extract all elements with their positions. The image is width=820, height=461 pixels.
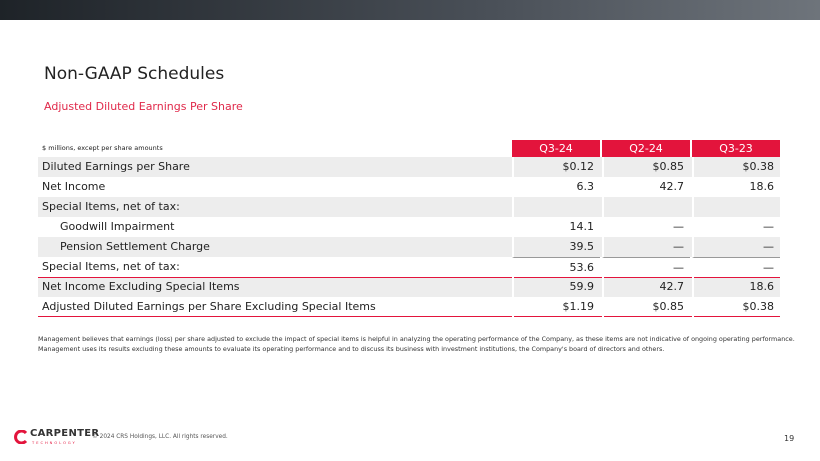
- table-row: [38, 237, 780, 257]
- table-cell: [692, 197, 780, 217]
- table-cell: —: [602, 237, 690, 257]
- row-label: Diluted Earnings per Share: [42, 160, 190, 173]
- table-cell: $0.85: [602, 157, 690, 177]
- table-row: [38, 177, 780, 197]
- table-cell: 59.9: [512, 277, 600, 297]
- table-row: [38, 157, 780, 177]
- copyright: © 2024 CRS Holdings, LLC. All rights res…: [92, 434, 228, 440]
- table-cell: —: [692, 237, 780, 257]
- table-cell: —: [692, 257, 780, 277]
- table-row: [38, 257, 780, 277]
- table-row: [38, 217, 780, 237]
- table-cell: $0.12: [512, 157, 600, 177]
- table-cell: 39.5: [512, 237, 600, 257]
- table-cell: 18.6: [692, 277, 780, 297]
- table-row: [38, 197, 780, 217]
- column-header: Q3-23: [692, 140, 780, 157]
- table-cell: 18.6: [692, 177, 780, 197]
- table-cell: [512, 197, 600, 217]
- column-header: Q3-24: [512, 140, 600, 157]
- footnote-line: Management believes that earnings (loss)…: [38, 335, 795, 343]
- row-label: Goodwill Impairment: [60, 220, 175, 233]
- table-row: [38, 297, 780, 317]
- title: Non-GAAP Schedules: [44, 64, 225, 84]
- table-cell: $0.85: [602, 297, 690, 317]
- table-cell: —: [692, 217, 780, 237]
- logo-icon: [14, 430, 28, 444]
- row-label: Special Items, net of tax:: [42, 200, 180, 213]
- table-cell: 6.3: [512, 177, 600, 197]
- logo: CARPENTER: [30, 428, 100, 439]
- table-cell: $1.19: [512, 297, 600, 317]
- row-label: Adjusted Diluted Earnings per Share Excl…: [42, 300, 376, 313]
- subtitle: Adjusted Diluted Earnings Per Share: [44, 100, 243, 113]
- top-bar: [0, 0, 820, 20]
- table-cell: 42.7: [602, 177, 690, 197]
- row-label: Special Items, net of tax:: [42, 260, 180, 273]
- table-cell: 53.6: [512, 257, 600, 277]
- row-label: Net Income: [42, 180, 106, 193]
- logo-sub: TECHNOLOGY: [32, 441, 77, 445]
- table-cell: 14.1: [512, 217, 600, 237]
- table-row: [38, 277, 780, 297]
- column-header: Q2-24: [602, 140, 690, 157]
- table-note: $ millions, except per share amounts: [42, 144, 163, 152]
- row-label: Pension Settlement Charge: [60, 240, 210, 253]
- row-label: Net Income Excluding Special Items: [42, 280, 240, 293]
- page-number: 19: [784, 434, 795, 443]
- footnote-line: Management uses its results excluding th…: [38, 345, 665, 353]
- table-cell: [602, 197, 690, 217]
- table-cell: $0.38: [692, 297, 780, 317]
- table-cell: $0.38: [692, 157, 780, 177]
- table-cell: —: [602, 257, 690, 277]
- table-cell: —: [602, 217, 690, 237]
- footnote: Management believes that earnings (loss)…: [38, 334, 795, 354]
- table-cell: 42.7: [602, 277, 690, 297]
